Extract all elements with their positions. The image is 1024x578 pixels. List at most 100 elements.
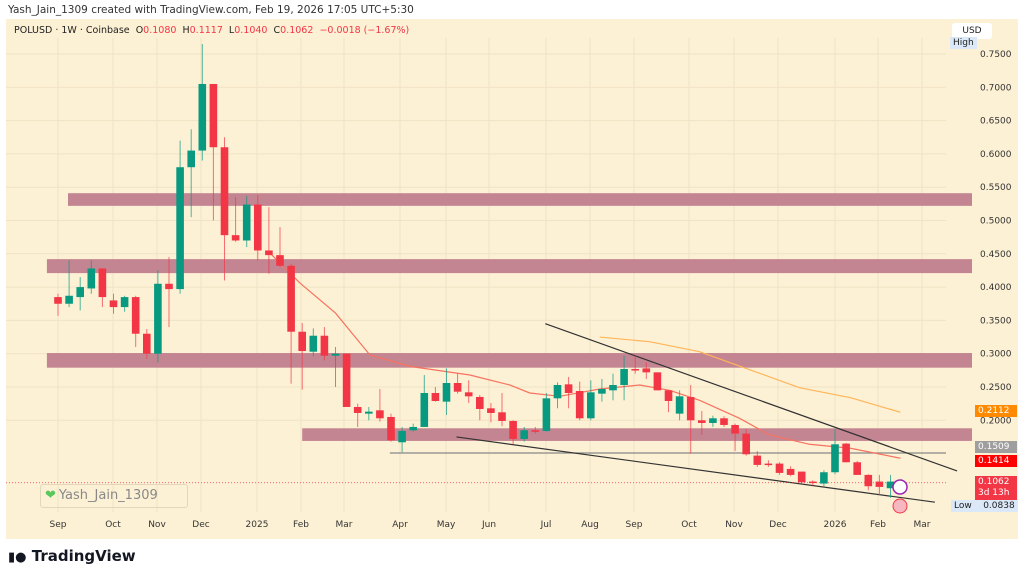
candle-body	[54, 297, 62, 304]
price-tick-label: 0.6500	[980, 117, 1012, 127]
candle-body	[109, 300, 118, 308]
time-axis-label: Mar	[914, 520, 931, 530]
bar-countdown: 3d 13h	[978, 488, 1010, 498]
price-tick-label: 0.4000	[980, 283, 1012, 293]
high-label: H	[182, 25, 190, 36]
candle-body	[353, 406, 362, 413]
candle-body	[209, 83, 218, 148]
candle-body	[87, 268, 96, 289]
currency-button[interactable]: USD	[952, 23, 992, 39]
ma-fast-price-label: 0.1414	[975, 455, 1017, 467]
candle-body	[742, 433, 750, 455]
high-value: 0.1117	[189, 25, 223, 36]
candle-body	[820, 472, 828, 484]
time-axis-label: Dec	[192, 520, 209, 530]
candle-body	[198, 83, 207, 151]
candle-body	[342, 353, 351, 407]
candle-body	[598, 388, 606, 394]
low-marker-text: Low	[954, 501, 972, 511]
time-axis-label: Aug	[581, 520, 599, 530]
time-axis-label: Jun	[481, 520, 496, 530]
candle-body	[76, 287, 84, 298]
price-tick-label: 0.6000	[980, 150, 1012, 160]
candle-body	[276, 255, 284, 266]
candle-body	[764, 463, 773, 466]
tv-logo-icon: ▮●	[8, 550, 27, 565]
candle-body	[331, 353, 340, 356]
author-watermark: ❤ Yash_Jain_1309	[40, 484, 188, 508]
candle-body	[131, 297, 140, 334]
candle-body	[143, 333, 151, 354]
price-tick-label: 0.4500	[980, 250, 1012, 260]
resistance-zone	[46, 259, 972, 274]
candle-body	[320, 335, 329, 356]
candle-body	[731, 424, 739, 434]
candle-body	[165, 283, 173, 290]
candle-body	[531, 430, 540, 432]
candle-body	[420, 392, 429, 427]
candle-body	[542, 398, 551, 431]
price-tick-label: 0.2500	[980, 383, 1012, 393]
time-axis-label: Jul	[540, 520, 552, 530]
candle-body	[797, 471, 806, 483]
candle-body	[453, 383, 462, 392]
candle-body	[786, 468, 795, 475]
candle-body	[65, 295, 73, 304]
candle-body	[686, 396, 695, 421]
low-marker-label: Low 0.0838	[951, 500, 1018, 512]
candle-body	[809, 481, 817, 484]
open-label: O	[135, 25, 144, 36]
candle-body	[553, 385, 562, 399]
candle-body	[365, 411, 373, 414]
close-value: 0.1062	[280, 25, 314, 36]
change-value: −0.0018 (−1.67%)	[319, 25, 410, 36]
candle-body	[775, 463, 784, 473]
watermark-text: Yash_Jain_1309	[58, 488, 158, 503]
candle-body	[520, 430, 528, 439]
time-axis-label: 2025	[246, 520, 269, 530]
resistance-zone	[67, 193, 973, 206]
time-axis-label: Feb	[293, 520, 309, 530]
price-tick-label: 0.7000	[980, 83, 1012, 93]
ma-slow-line	[599, 336, 901, 413]
time-axis-label: Oct	[681, 520, 697, 530]
candle-body	[120, 297, 129, 308]
candle-body	[98, 268, 107, 298]
candle-body	[464, 392, 473, 397]
trendline	[545, 323, 958, 472]
price-tick-label: 0.5500	[980, 183, 1012, 193]
candle-body	[842, 443, 850, 463]
time-axis-label: Oct	[105, 520, 121, 530]
close-label: C	[273, 25, 281, 36]
hline-price-label: 0.1509	[975, 441, 1017, 453]
candle-body	[476, 396, 484, 409]
flash-event-icon	[892, 479, 908, 495]
candle-body	[631, 369, 639, 371]
candle-body	[698, 420, 706, 423]
candle-body	[509, 420, 517, 439]
candle-body	[487, 408, 495, 413]
candle-body	[875, 481, 884, 487]
logo-text: TradingView	[31, 547, 136, 565]
symbol-label[interactable]: POLUSD · 1W · Coinbase	[14, 25, 130, 36]
candle-body	[575, 390, 584, 419]
candle-body	[176, 167, 184, 290]
candle-body	[720, 418, 728, 425]
time-axis-label: Nov	[148, 520, 166, 530]
resistance-zone	[46, 353, 972, 368]
ohlc-legend: POLUSD · 1W · Coinbase O0.1080 H0.1117 L…	[14, 25, 409, 36]
last-price-label: 0.1062 3d 13h	[975, 476, 1017, 500]
resistance-zone	[302, 428, 972, 441]
price-tick-label: 0.2000	[980, 416, 1012, 426]
candle-body	[265, 250, 273, 256]
candle-body	[442, 383, 451, 402]
candle-body	[653, 372, 662, 391]
candle-body	[642, 368, 651, 373]
heart-icon: ❤	[45, 488, 56, 503]
time-axis-label: Feb	[870, 520, 886, 530]
candle-body	[376, 410, 384, 419]
candle-body	[409, 426, 417, 431]
time-axis-label: Nov	[725, 520, 743, 530]
ma-slow-price-label: 0.2112	[975, 405, 1017, 417]
